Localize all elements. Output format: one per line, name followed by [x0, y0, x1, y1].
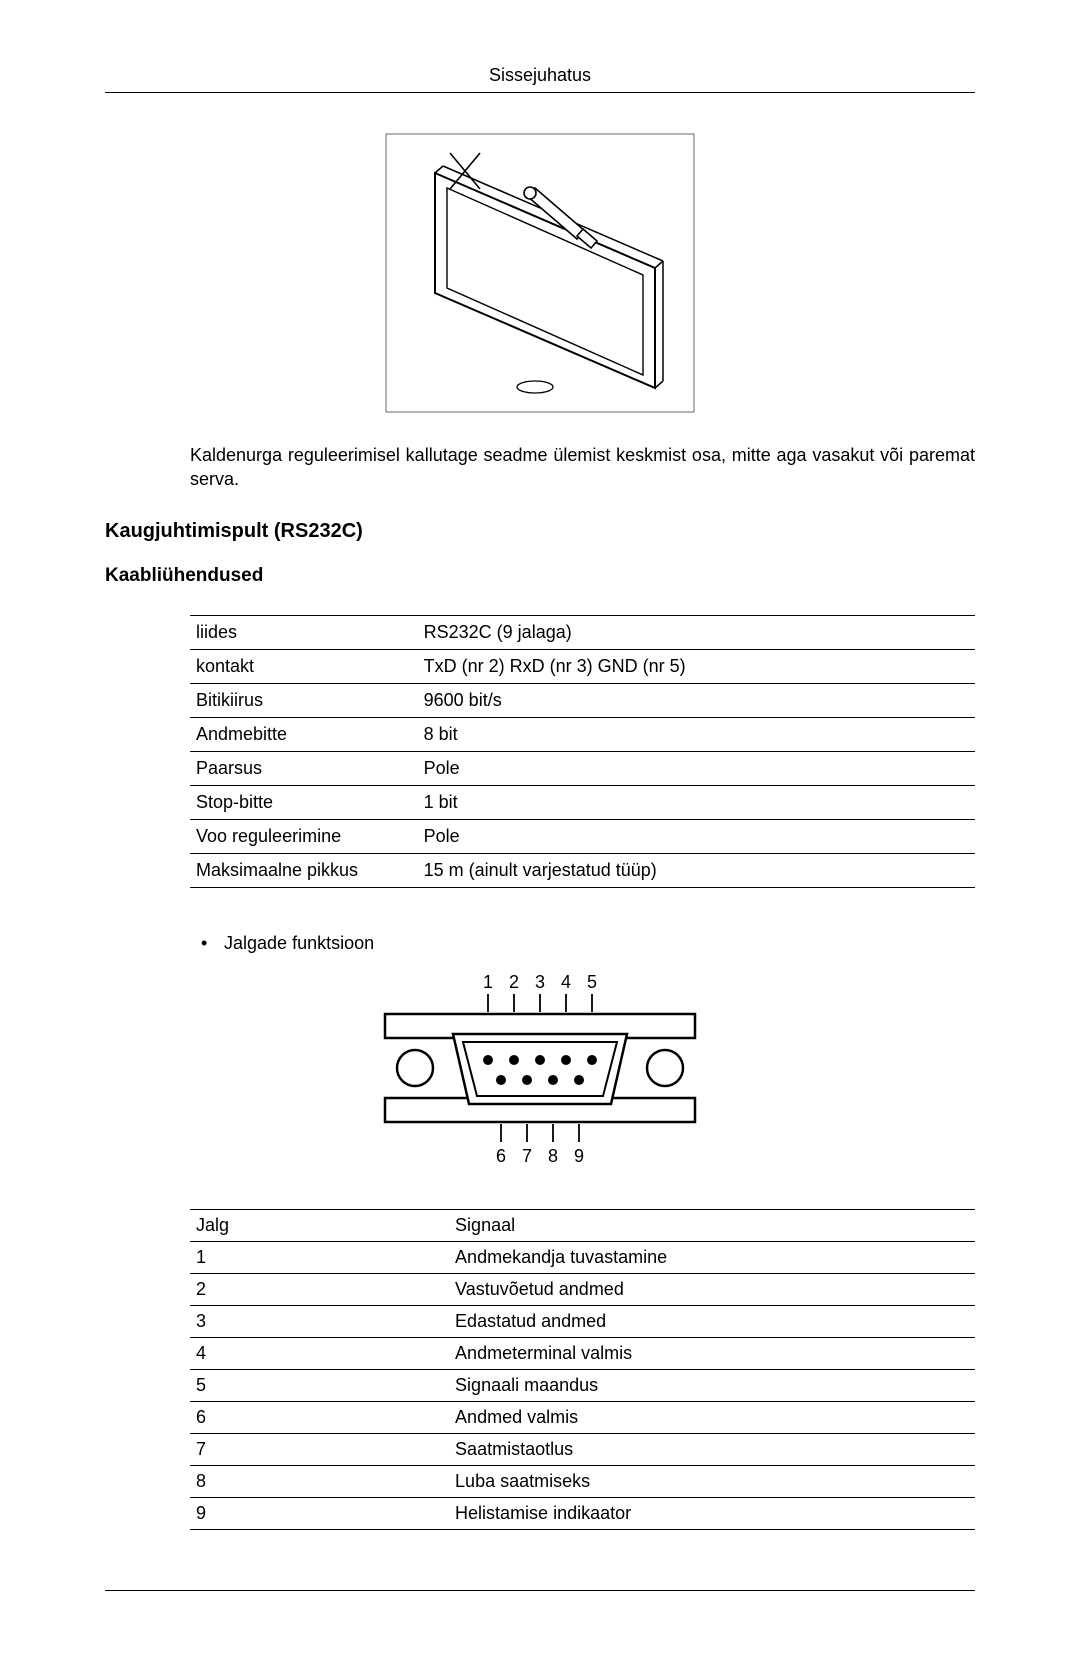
pin-signal: Signaali maandus — [449, 1369, 975, 1401]
pin-signal: Luba saatmiseks — [449, 1465, 975, 1497]
pin-function-bullet: • Jalgade funktsioon — [201, 933, 975, 954]
pin-function-label: Jalgade funktsioon — [224, 933, 374, 953]
subsection-heading-cable-connections: Kaabliühendused — [105, 565, 975, 587]
pin-signal: Saatmistaotlus — [449, 1433, 975, 1465]
spec-value: RS232C (9 jalaga) — [418, 615, 975, 649]
spec-value: 9600 bit/s — [418, 683, 975, 717]
svg-text:2: 2 — [509, 972, 519, 992]
pin-number: 9 — [190, 1497, 449, 1529]
svg-text:7: 7 — [522, 1146, 532, 1166]
page-header: Sissejuhatus — [105, 65, 975, 93]
cable-spec-table: liidesRS232C (9 jalaga)kontaktTxD (nr 2)… — [190, 615, 975, 888]
table-row: 3Edastatud andmed — [190, 1305, 975, 1337]
spec-value: 8 bit — [418, 717, 975, 751]
pin-signal: Helistamise indikaator — [449, 1497, 975, 1529]
db9-connector-svg: 12345 6789 — [375, 964, 705, 1174]
svg-text:8: 8 — [548, 1146, 558, 1166]
spec-value: Pole — [418, 751, 975, 785]
pin-header: Jalg — [190, 1209, 449, 1241]
table-row: Maksimaalne pikkus15 m (ainult varjestat… — [190, 853, 975, 887]
svg-text:3: 3 — [535, 972, 545, 992]
spec-label: Maksimaalne pikkus — [190, 853, 418, 887]
svg-text:5: 5 — [587, 972, 597, 992]
svg-text:4: 4 — [561, 972, 571, 992]
spec-label: Paarsus — [190, 751, 418, 785]
spec-value: TxD (nr 2) RxD (nr 3) GND (nr 5) — [418, 649, 975, 683]
section-heading-rs232c: Kaugjuhtimispult (RS232C) — [105, 520, 975, 543]
svg-text:1: 1 — [483, 972, 493, 992]
pin-signal: Vastuvõetud andmed — [449, 1273, 975, 1305]
table-row: 7Saatmistaotlus — [190, 1433, 975, 1465]
pin-number: 1 — [190, 1241, 449, 1273]
table-row: 6Andmed valmis — [190, 1401, 975, 1433]
page-header-title: Sissejuhatus — [489, 65, 591, 85]
table-row: 4Andmeterminal valmis — [190, 1337, 975, 1369]
pin-signal: Andmeterminal valmis — [449, 1337, 975, 1369]
signal-header: Signaal — [449, 1209, 975, 1241]
table-row: 1Andmekandja tuvastamine — [190, 1241, 975, 1273]
table-row: Bitikiirus9600 bit/s — [190, 683, 975, 717]
table-row: Voo reguleeriminePole — [190, 819, 975, 853]
pin-signal-table: JalgSignaal1Andmekandja tuvastamine2Vast… — [190, 1209, 975, 1530]
pin-number: 5 — [190, 1369, 449, 1401]
figure-monitor-tilt — [105, 133, 975, 413]
spec-label: liides — [190, 615, 418, 649]
pin-signal: Andmekandja tuvastamine — [449, 1241, 975, 1273]
spec-label: Stop-bitte — [190, 785, 418, 819]
table-row: 2Vastuvõetud andmed — [190, 1273, 975, 1305]
table-row: 5Signaali maandus — [190, 1369, 975, 1401]
bullet-dot-icon: • — [201, 933, 219, 954]
pin-number: 7 — [190, 1433, 449, 1465]
spec-label: Andmebitte — [190, 717, 418, 751]
spec-label: Bitikiirus — [190, 683, 418, 717]
table-row: Andmebitte8 bit — [190, 717, 975, 751]
pin-signal-table-wrap: JalgSignaal1Andmekandja tuvastamine2Vast… — [190, 1209, 975, 1530]
table-row: liidesRS232C (9 jalaga) — [190, 615, 975, 649]
table-row: PaarsusPole — [190, 751, 975, 785]
table-row: kontaktTxD (nr 2) RxD (nr 3) GND (nr 5) — [190, 649, 975, 683]
spec-label: Voo reguleerimine — [190, 819, 418, 853]
spec-value: 1 bit — [418, 785, 975, 819]
monitor-tilt-svg — [385, 133, 695, 413]
cable-spec-table-wrap: liidesRS232C (9 jalaga)kontaktTxD (nr 2)… — [190, 615, 975, 888]
table-row: Stop-bitte1 bit — [190, 785, 975, 819]
table-row: 9Helistamise indikaator — [190, 1497, 975, 1529]
table-row: 8Luba saatmiseks — [190, 1465, 975, 1497]
pin-number: 6 — [190, 1401, 449, 1433]
footer-rule — [105, 1590, 975, 1591]
tilt-instruction-paragraph: Kaldenurga reguleerimisel kallutage sead… — [190, 443, 975, 492]
figure-db9-connector: 12345 6789 — [105, 964, 975, 1174]
pin-number: 8 — [190, 1465, 449, 1497]
svg-text:9: 9 — [574, 1146, 584, 1166]
pin-number: 3 — [190, 1305, 449, 1337]
table-row: JalgSignaal — [190, 1209, 975, 1241]
pin-number: 4 — [190, 1337, 449, 1369]
spec-value: 15 m (ainult varjestatud tüüp) — [418, 853, 975, 887]
spec-value: Pole — [418, 819, 975, 853]
pin-number: 2 — [190, 1273, 449, 1305]
pin-signal: Edastatud andmed — [449, 1305, 975, 1337]
spec-label: kontakt — [190, 649, 418, 683]
pin-signal: Andmed valmis — [449, 1401, 975, 1433]
svg-text:6: 6 — [496, 1146, 506, 1166]
